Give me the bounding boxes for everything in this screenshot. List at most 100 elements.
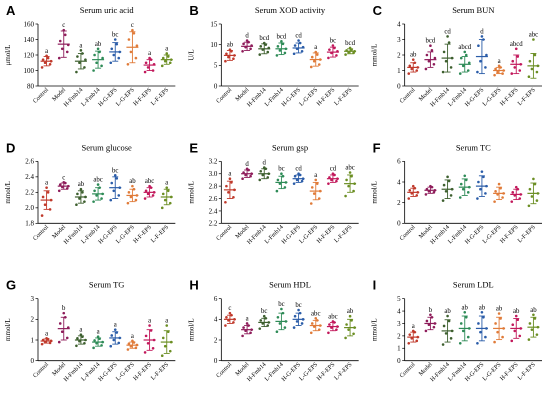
y-tick-label: 10	[210, 41, 218, 49]
y-tick-label: 2	[397, 199, 401, 207]
data-point	[225, 315, 228, 319]
data-point	[292, 326, 296, 329]
data-point	[461, 64, 465, 68]
data-point	[83, 66, 86, 69]
data-point	[258, 178, 262, 182]
data-point	[57, 340, 61, 344]
data-point	[127, 38, 131, 41]
data-point	[513, 66, 517, 69]
data-point	[424, 193, 428, 196]
data-point	[101, 56, 104, 60]
significance-letter: c	[131, 22, 134, 29]
y-tick-label: 2	[397, 332, 401, 340]
data-point	[79, 49, 83, 52]
data-point	[464, 53, 468, 57]
data-point	[224, 200, 227, 204]
data-point	[92, 200, 95, 203]
data-point	[161, 56, 165, 60]
data-point	[442, 183, 446, 187]
data-point	[110, 181, 114, 185]
data-point	[493, 340, 496, 344]
y-tick-label: 2.6	[25, 158, 34, 166]
data-point	[510, 339, 514, 343]
data-point	[479, 330, 482, 334]
data-point	[113, 173, 117, 177]
data-point	[293, 314, 297, 318]
data-point	[533, 317, 537, 320]
y-axis-label: U/L	[187, 49, 195, 60]
data-point	[501, 196, 504, 199]
x-tick-label: H-F-EPS	[132, 361, 153, 382]
data-point	[432, 325, 436, 329]
data-point	[249, 47, 252, 51]
data-point	[65, 336, 69, 340]
data-point	[535, 70, 539, 74]
data-point	[493, 200, 496, 203]
data-point	[446, 175, 449, 179]
data-point	[168, 61, 172, 65]
data-point	[501, 335, 504, 339]
data-point	[160, 354, 164, 358]
data-point	[425, 319, 429, 323]
panel-label-f: F	[373, 140, 381, 155]
data-point	[312, 192, 316, 195]
data-point	[327, 56, 330, 60]
data-point	[464, 315, 468, 319]
data-point	[92, 346, 95, 350]
y-tick-label: 2	[31, 316, 35, 324]
data-point	[241, 334, 244, 338]
data-point	[241, 177, 244, 180]
data-point	[514, 47, 518, 51]
data-point	[442, 50, 446, 54]
data-point	[76, 55, 79, 58]
x-tick-label: Control	[398, 224, 417, 243]
data-point	[127, 342, 131, 346]
data-point	[112, 189, 116, 193]
data-point	[275, 330, 279, 334]
data-point	[480, 170, 484, 173]
data-point	[477, 322, 480, 325]
significance-letter: a	[148, 318, 151, 325]
data-point	[429, 44, 432, 47]
data-point	[344, 194, 347, 198]
data-point	[144, 334, 148, 338]
y-tick-label: 2.4	[209, 207, 218, 215]
significance-letter: ab	[462, 304, 469, 311]
data-point	[160, 206, 164, 210]
data-point	[530, 67, 534, 71]
data-point	[331, 172, 335, 176]
data-point	[151, 69, 155, 72]
data-point	[309, 331, 313, 335]
data-point	[310, 186, 314, 189]
data-point	[513, 329, 517, 333]
data-point	[530, 195, 534, 198]
data-point	[497, 64, 501, 68]
data-point	[516, 318, 520, 322]
data-point	[510, 72, 514, 75]
data-point	[168, 201, 172, 205]
data-point	[459, 182, 463, 186]
data-point	[347, 328, 350, 331]
data-point	[146, 342, 150, 345]
data-point	[95, 61, 98, 65]
data-point	[514, 185, 518, 189]
data-point	[484, 335, 487, 339]
significance-letter: c	[228, 305, 231, 312]
data-point	[278, 322, 282, 325]
data-point	[60, 47, 64, 51]
significance-letter: ab	[496, 306, 503, 313]
data-point	[424, 67, 428, 71]
data-point	[65, 50, 69, 54]
data-point	[95, 194, 98, 197]
data-point	[292, 182, 296, 185]
y-tick-label: 6	[214, 295, 218, 303]
significance-letter: a	[165, 318, 168, 325]
data-point	[458, 342, 462, 345]
significance-letter: ab	[410, 52, 417, 59]
x-tick-label: Control	[215, 224, 234, 243]
significance-letter: abc	[311, 310, 320, 317]
data-point	[58, 183, 62, 186]
x-tick-label: H-F-EPS	[499, 361, 520, 382]
data-point	[310, 55, 314, 59]
significance-letter: a	[79, 327, 82, 334]
